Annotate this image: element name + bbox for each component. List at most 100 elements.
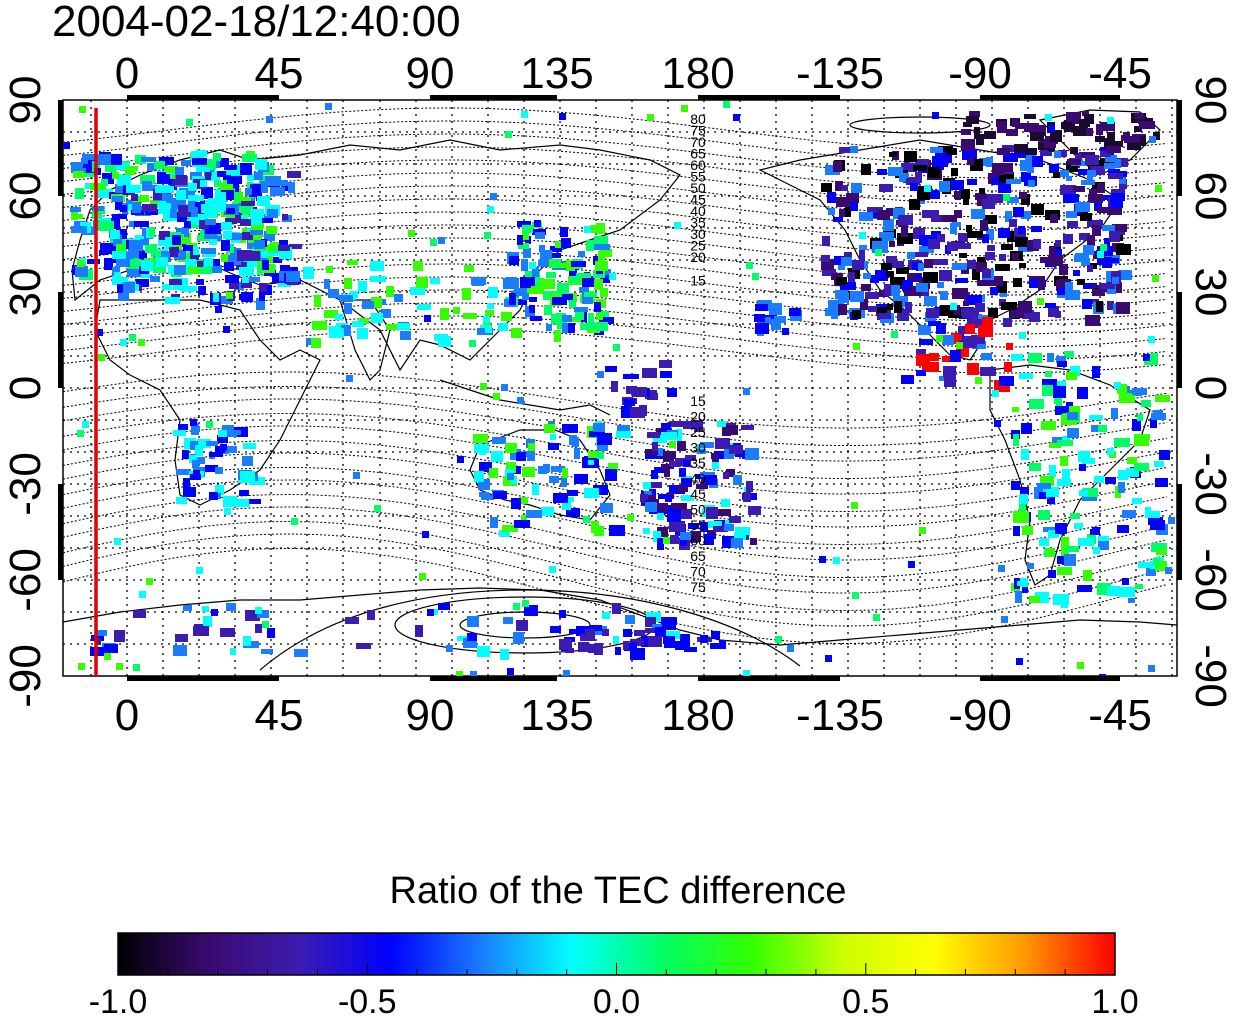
data-pixel [216,224,222,231]
data-pixel [521,111,528,118]
data-pixel [663,451,674,462]
data-pixel [242,232,253,240]
data-pixel [176,497,187,504]
bottom-longitude-labels: 0 45 90 135 180 -135 -90 -45 [115,691,1152,740]
data-pixel [206,421,213,428]
data-pixel [1057,440,1073,446]
data-pixel [733,114,740,121]
data-pixel [878,309,891,319]
data-pixel [630,648,645,660]
data-pixel [505,131,512,138]
data-pixel [371,297,382,308]
tec-data-patches [63,101,1175,676]
data-pixel [723,472,729,479]
data-pixel [242,456,253,466]
data-pixel [1029,279,1041,288]
data-pixel [625,615,635,624]
data-pixel [154,161,165,169]
data-pixel [886,271,894,277]
data-pixel [1057,556,1066,564]
data-pixel [645,449,658,455]
data-pixel [559,610,566,618]
data-pixel [916,349,926,356]
data-pixel [153,189,162,200]
data-pixel [288,182,295,193]
data-pixel [1053,172,1060,178]
data-pixel [408,230,415,237]
data-pixel [987,245,995,251]
data-pixel [516,620,528,631]
data-pixel [1010,307,1024,318]
data-pixel [75,188,84,199]
timestamp-title: 2004-02-18/12:40:00 [52,0,461,46]
data-pixel [1086,128,1093,136]
data-pixel [186,119,193,126]
data-pixel [963,336,977,348]
data-pixel [971,209,985,219]
data-pixel [845,207,851,217]
data-pixel [1119,587,1135,597]
data-pixel [531,286,544,294]
data-pixel [114,538,121,545]
data-pixel [294,649,308,657]
data-pixel [1006,179,1021,184]
data-pixel [575,311,584,320]
data-pixel [982,317,993,328]
data-pixel [674,222,681,229]
data-pixel [550,626,561,633]
data-pixel [249,499,261,504]
data-pixel [1098,536,1109,541]
data-pixel [966,116,979,124]
data-pixel [247,239,258,249]
data-pixel [214,180,221,187]
data-pixel [255,159,267,170]
data-pixel [967,231,983,238]
data-pixel [1067,555,1074,562]
data-pixel [918,325,931,335]
data-pixel [90,183,106,190]
data-pixel [1141,400,1151,407]
data-pixel [503,617,513,624]
contour-line [63,371,1168,429]
data-pixel [1028,353,1042,363]
contour-line [63,533,1168,627]
data-pixel [258,218,273,223]
contour-label-south: 15 [690,393,706,409]
data-pixel [358,281,367,292]
data-pixel [487,303,494,309]
data-pixel [966,225,972,232]
lat-label-right: -60 [1186,548,1235,612]
data-pixel [561,238,571,248]
lat-label-right: 0 [1186,376,1235,400]
data-pixel [1107,301,1114,310]
data-pixel [579,287,589,293]
lon-label-top: 0 [115,49,139,98]
contour-label-north: 80 [690,111,706,127]
data-pixel [940,291,948,300]
data-pixel [511,498,521,509]
data-pixel [658,503,668,511]
data-pixel [959,253,967,258]
data-pixel [198,286,206,295]
data-pixel [200,266,212,274]
data-pixel [546,324,552,331]
data-pixel [1085,315,1100,326]
data-pixel [1037,298,1044,305]
data-pixel [165,297,180,304]
data-pixel [523,248,531,258]
data-pixel [140,239,149,245]
data-pixel [680,532,691,540]
data-pixel [509,293,516,305]
data-pixel [729,516,741,523]
data-pixel [1048,306,1059,317]
data-pixel [877,210,890,220]
data-pixel [205,171,220,181]
data-pixel [1021,211,1031,219]
data-pixel [121,238,130,249]
data-pixel [675,641,690,650]
data-pixel [1134,435,1149,446]
data-pixel [840,282,856,290]
data-pixel [113,235,122,246]
tick-bar-bottom [127,676,279,681]
data-pixel [657,448,663,456]
